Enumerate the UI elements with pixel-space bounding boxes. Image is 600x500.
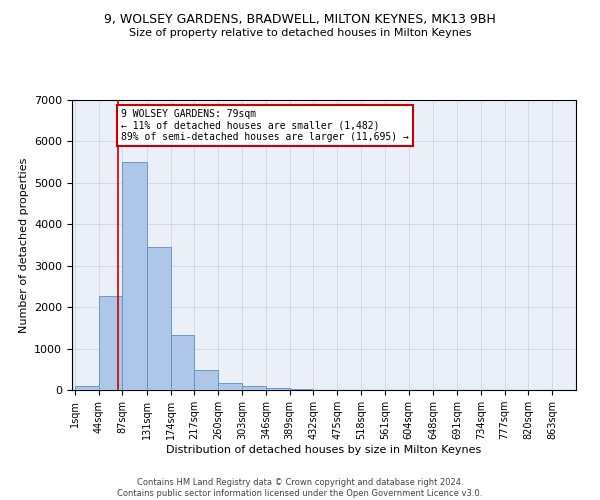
Bar	[75, 386, 98, 390]
Bar	[194, 370, 218, 390]
Bar	[266, 388, 290, 390]
Bar	[290, 389, 313, 390]
Bar	[122, 162, 147, 390]
Text: Size of property relative to detached houses in Milton Keynes: Size of property relative to detached ho…	[129, 28, 471, 38]
Text: 9, WOLSEY GARDENS, BRADWELL, MILTON KEYNES, MK13 9BH: 9, WOLSEY GARDENS, BRADWELL, MILTON KEYN…	[104, 12, 496, 26]
Text: Contains HM Land Registry data © Crown copyright and database right 2024.
Contai: Contains HM Land Registry data © Crown c…	[118, 478, 482, 498]
Bar	[147, 247, 170, 390]
Bar	[98, 296, 122, 390]
X-axis label: Distribution of detached houses by size in Milton Keynes: Distribution of detached houses by size …	[166, 445, 482, 455]
Bar	[218, 384, 242, 390]
Bar	[170, 336, 194, 390]
Text: 9 WOLSEY GARDENS: 79sqm
← 11% of detached houses are smaller (1,482)
89% of semi: 9 WOLSEY GARDENS: 79sqm ← 11% of detache…	[121, 109, 409, 142]
Bar	[242, 386, 266, 390]
Y-axis label: Number of detached properties: Number of detached properties	[19, 158, 29, 332]
